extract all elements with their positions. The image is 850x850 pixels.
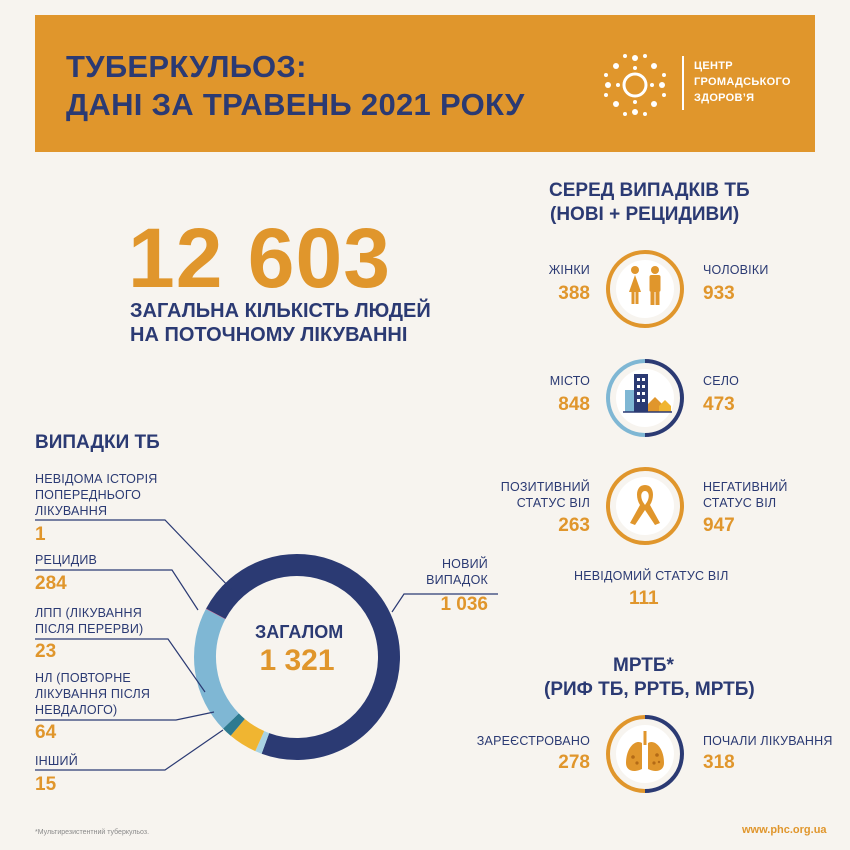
logo-text-line1: ЦЕНТР — [694, 60, 733, 72]
unknown-history-label-2: ПОПЕРЕДНЬОГО — [35, 488, 142, 502]
total-caption-line2: НА ПОТОЧНОМУ ЛІКУВАННІ — [130, 324, 408, 346]
ltfu-label-2: ПІСЛЯ ПЕРЕРВИ) — [35, 622, 144, 636]
village-label: СЕЛО — [703, 374, 740, 388]
hiv-positive-label-1: ПОЗИТИВНИЙ — [500, 480, 590, 494]
new-case-label-1: НОВИЙ — [441, 557, 488, 571]
hiv-positive-label-2: СТАТУС ВІЛ — [516, 496, 590, 510]
unknown-history-label-1: НЕВІДОМА ІСТОРІЯ — [35, 472, 158, 486]
website-link[interactable]: www.phc.org.ua — [742, 824, 827, 836]
hiv-positive-value: 263 — [558, 515, 590, 536]
logo-text-line2: ГРОМАДСЬКОГО — [694, 76, 791, 88]
donut-segment-other — [255, 731, 270, 754]
hiv-negative-label-1: НЕГАТИВНИЙ — [703, 480, 788, 494]
leader-other — [35, 729, 224, 771]
mdr-registered-label: ЗАРЕЄСТРОВАНО — [476, 734, 590, 748]
new-case-value: 1 036 — [440, 594, 488, 615]
failure-label-3: НЕВДАЛОГО) — [35, 703, 118, 717]
header-banner — [35, 15, 815, 152]
mdr-started-label: ПОЧАЛИ ЛІКУВАННЯ — [703, 734, 833, 748]
donut-segment-new-case — [206, 554, 400, 760]
village-value: 473 — [703, 394, 735, 415]
mdr-title-line2: (РИФ ТБ, РРТБ, МРТБ) — [544, 679, 755, 700]
cases-title: ВИПАДКИ ТБ — [35, 432, 160, 453]
ltfu-value: 23 — [35, 641, 57, 662]
hiv-negative-label-2: СТАТУС ВІЛ — [703, 496, 777, 510]
hiv-negative-value: 947 — [703, 515, 735, 536]
woman-man-icon — [606, 250, 684, 328]
ltfu-label-1: ЛПП (ЛІКУВАННЯ — [35, 606, 142, 620]
awareness-ribbon-icon — [606, 467, 684, 545]
footnote: *Мультирезистентний туберкульоз. — [35, 829, 150, 836]
women-label: ЖІНКИ — [548, 263, 590, 277]
unknown-history-label-3: ЛІКУВАННЯ — [35, 504, 108, 518]
relapse-value: 284 — [35, 573, 67, 594]
women-value: 388 — [558, 283, 590, 304]
hiv-unknown-label: НЕВІДОМИЙ СТАТУС ВІЛ — [574, 569, 729, 583]
donut-segment-relapse — [194, 609, 240, 729]
logo-divider — [682, 56, 684, 110]
logo-text-line3: ЗДОРОВ’Я — [694, 92, 755, 104]
total-on-treatment-value: 12 603 — [128, 211, 391, 305]
city-village-icon — [606, 359, 684, 437]
phc-logo-icon — [604, 54, 666, 116]
other-value: 15 — [35, 774, 57, 795]
leader-unknown-history — [35, 519, 233, 591]
failure-value: 64 — [35, 722, 57, 743]
city-label: МІСТО — [549, 374, 590, 388]
mdr-title-line1: МРТБ* — [613, 655, 674, 676]
city-value: 848 — [558, 394, 590, 415]
men-value: 933 — [703, 283, 735, 304]
total-caption-line1: ЗАГАЛЬНА КІЛЬКІСТЬ ЛЮДЕЙ — [130, 300, 431, 322]
breakdown-title-line1: СЕРЕД ВИПАДКІВ ТБ — [549, 180, 750, 201]
leader-relapse — [35, 569, 199, 611]
men-label: ЧОЛОВІКИ — [703, 263, 769, 277]
page-title-line2: ДАНІ ЗА ТРАВЕНЬ 2021 РОКУ — [66, 87, 525, 122]
donut-segment-ltfu — [223, 713, 245, 736]
failure-label-1: НЛ (ПОВТОРНЕ — [35, 671, 131, 685]
cases-total-label: ЗАГАЛОМ — [255, 622, 344, 642]
page-title-line1: ТУБЕРКУЛЬОЗ: — [66, 49, 307, 84]
leader-failure — [35, 711, 215, 721]
cases-total-value: 1 321 — [259, 644, 335, 677]
leader-new-case — [391, 593, 498, 613]
other-label: ІНШИЙ — [35, 754, 78, 768]
unknown-history-value: 1 — [35, 524, 46, 545]
mdr-started-value: 318 — [703, 752, 735, 773]
relapse-label: РЕЦИДИВ — [35, 553, 98, 567]
hiv-unknown-value: 111 — [629, 588, 659, 609]
lungs-icon — [606, 715, 684, 793]
mdr-registered-value: 278 — [558, 752, 590, 773]
new-case-label-2: ВИПАДОК — [426, 573, 488, 587]
donut-segment-failure — [230, 718, 265, 752]
breakdown-title-line2: (НОВІ + РЕЦИДИВИ) — [550, 204, 740, 225]
failure-label-2: ЛІКУВАННЯ ПІСЛЯ — [35, 687, 151, 701]
leader-ltfu — [35, 638, 206, 693]
